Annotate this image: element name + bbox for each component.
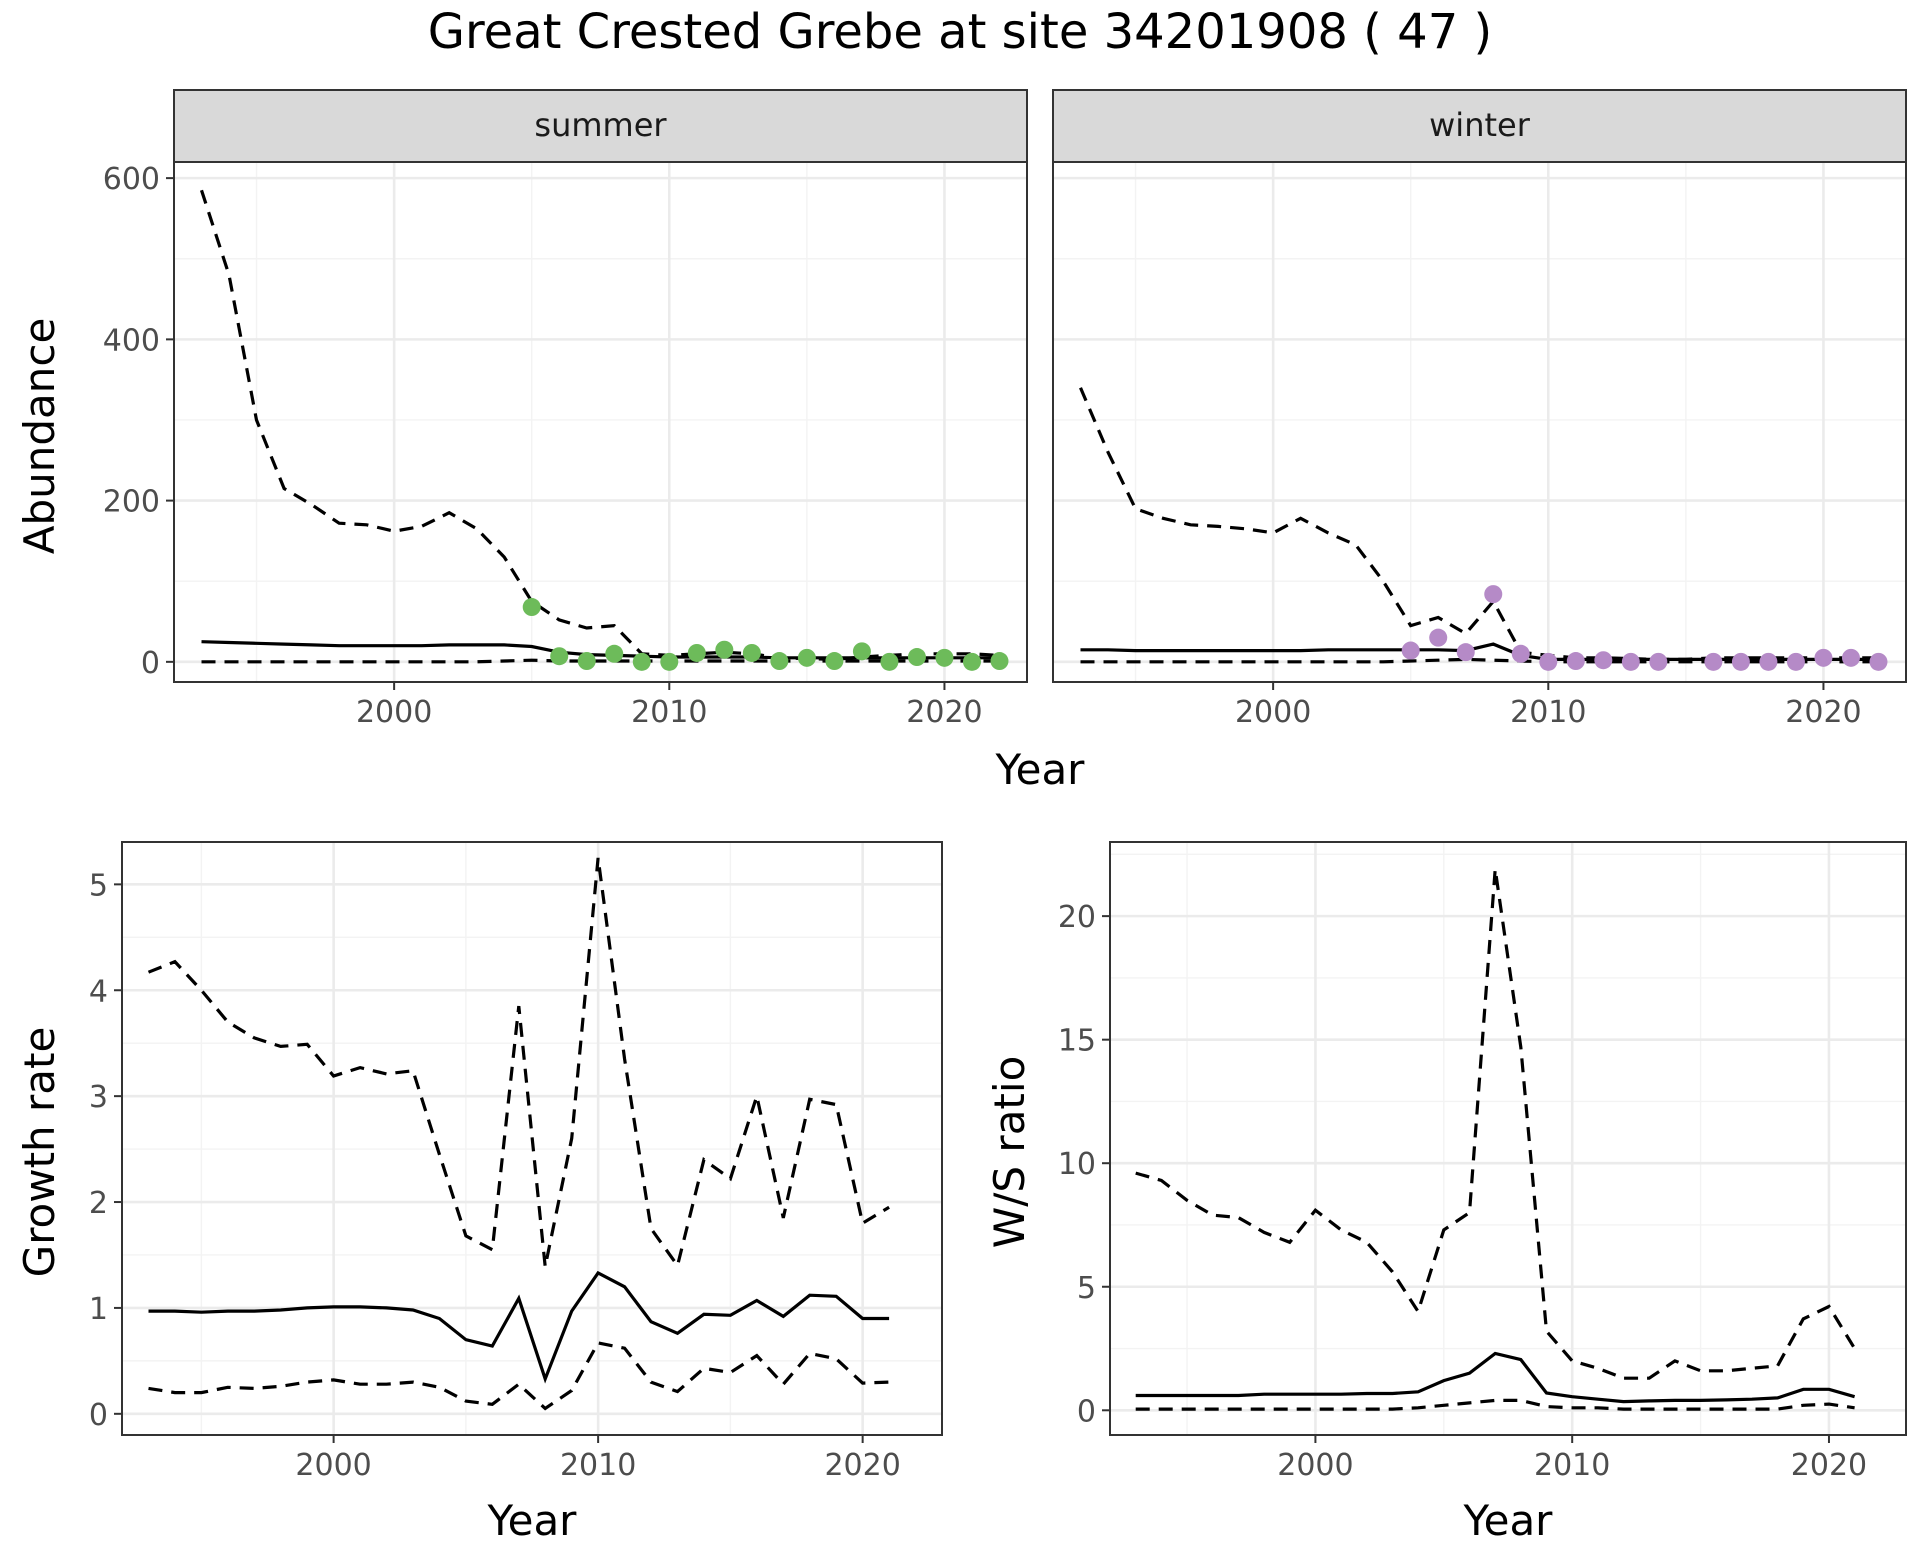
- panel-frame: [1052, 161, 1907, 683]
- y-tick-label: 10: [1058, 1147, 1096, 1182]
- data-point: [1649, 652, 1668, 671]
- x-tick-label: 2000: [356, 695, 432, 730]
- y-tick-label: 4: [89, 974, 108, 1009]
- data-point: [990, 652, 1009, 671]
- growth-panel: 2000 2010 2020 0 1 2 3 4 5 Growth rate Year: [15, 841, 943, 1545]
- data-point: [687, 643, 706, 662]
- data-point: [550, 647, 569, 666]
- data-point: [660, 652, 679, 671]
- data-point: [935, 648, 954, 667]
- y-tick-label: 20: [1058, 900, 1096, 935]
- x-tick-label: 2000: [295, 1448, 371, 1483]
- y-tick-label: 0: [89, 1398, 108, 1433]
- data-point: [1429, 628, 1448, 647]
- data-point: [880, 652, 899, 671]
- y-tick-label: 0: [1077, 1394, 1096, 1429]
- y-tick-label: 5: [1077, 1271, 1096, 1306]
- series-line-lower: [1080, 657, 1879, 664]
- data-point: [742, 643, 761, 662]
- facet-strip: [1052, 89, 1907, 163]
- data-point: [1456, 643, 1475, 662]
- series-line-estimate: [148, 1270, 890, 1384]
- data-point: [577, 652, 596, 671]
- y-tick-label: 600: [103, 162, 160, 197]
- data-point: [1814, 648, 1833, 667]
- panel-frame: [121, 841, 943, 1436]
- x-tick-label: 2020: [1785, 695, 1861, 730]
- series-line-estimate: [201, 640, 1000, 660]
- series-line-upper: [1079, 387, 1879, 661]
- facet-x-axis-title: Year: [995, 745, 1086, 794]
- series-line-lower: [1135, 1398, 1855, 1411]
- y-tick-label: 400: [103, 323, 160, 358]
- y-tick-label: 15: [1058, 1024, 1096, 1059]
- data-point: [1594, 651, 1613, 670]
- x-tick-label: 2010: [1510, 695, 1586, 730]
- chart-title: Great Crested Grebe at site 34201908 ( 4…: [428, 4, 1492, 60]
- data-point: [1731, 652, 1750, 671]
- y-tick-label: 0: [141, 646, 160, 681]
- facet-strip-label: summer: [534, 106, 667, 144]
- data-point: [1841, 648, 1860, 667]
- series-line-estimate: [1135, 1351, 1856, 1404]
- data-point: [1566, 652, 1585, 671]
- data-point: [907, 648, 926, 667]
- data-point: [1484, 585, 1503, 604]
- y-tick-label: 200: [103, 485, 160, 520]
- y-tick-label: 3: [89, 1080, 108, 1115]
- facet-strip: [173, 89, 1028, 163]
- data-point: [852, 642, 871, 661]
- data-point: [1511, 644, 1530, 663]
- y-axis-title: Abundance: [15, 318, 64, 555]
- y-axis-title: W/S ratio: [985, 1056, 1034, 1249]
- x-tick-label: 2010: [631, 695, 707, 730]
- data-point: [1401, 641, 1420, 660]
- data-point: [1621, 652, 1640, 671]
- x-tick-label: 2020: [1791, 1448, 1867, 1483]
- data-point: [1759, 652, 1778, 671]
- series-line-lower: [148, 1341, 890, 1411]
- panel-frame: [173, 161, 1028, 683]
- x-axis-title: Year: [487, 1496, 578, 1545]
- x-tick-label: 2020: [824, 1448, 900, 1483]
- data-point: [770, 652, 789, 671]
- facet-strip-label: winter: [1429, 106, 1531, 144]
- series-line-lower: [201, 658, 1000, 664]
- series-line-upper: [147, 857, 890, 1270]
- data-point: [632, 652, 651, 671]
- y-tick-label: 1: [89, 1292, 108, 1327]
- ws_ratio-panel: 2000 2010 2020 0 5 10 15 20 W/S ratio Year: [985, 841, 1907, 1545]
- y-axis-title: Growth rate: [15, 1027, 64, 1278]
- summer-panel: summer 2000 2010 2020 0 200 400 600 Abundance: [15, 89, 1028, 730]
- series-line-upper: [199, 189, 1000, 662]
- data-point: [1786, 652, 1805, 671]
- data-point: [1704, 652, 1723, 671]
- x-axis-title: Year: [1463, 1496, 1554, 1545]
- x-tick-label: 2010: [560, 1448, 636, 1483]
- y-tick-label: 5: [89, 868, 108, 903]
- data-point: [1539, 652, 1558, 671]
- winter-panel: winter 2000 2010 2020: [1052, 89, 1907, 730]
- series-line-upper: [1135, 868, 1856, 1380]
- data-point: [715, 640, 734, 659]
- data-point: [962, 652, 981, 671]
- panel-frame: [1109, 841, 1907, 1436]
- data-point: [605, 644, 624, 663]
- data-point: [1869, 652, 1888, 671]
- x-tick-label: 2000: [1235, 695, 1311, 730]
- data-point: [797, 648, 816, 667]
- x-tick-label: 2020: [906, 695, 982, 730]
- data-point: [522, 598, 541, 617]
- y-tick-label: 2: [89, 1186, 108, 1221]
- x-tick-label: 2000: [1277, 1448, 1353, 1483]
- data-point: [825, 652, 844, 671]
- x-tick-label: 2010: [1534, 1448, 1610, 1483]
